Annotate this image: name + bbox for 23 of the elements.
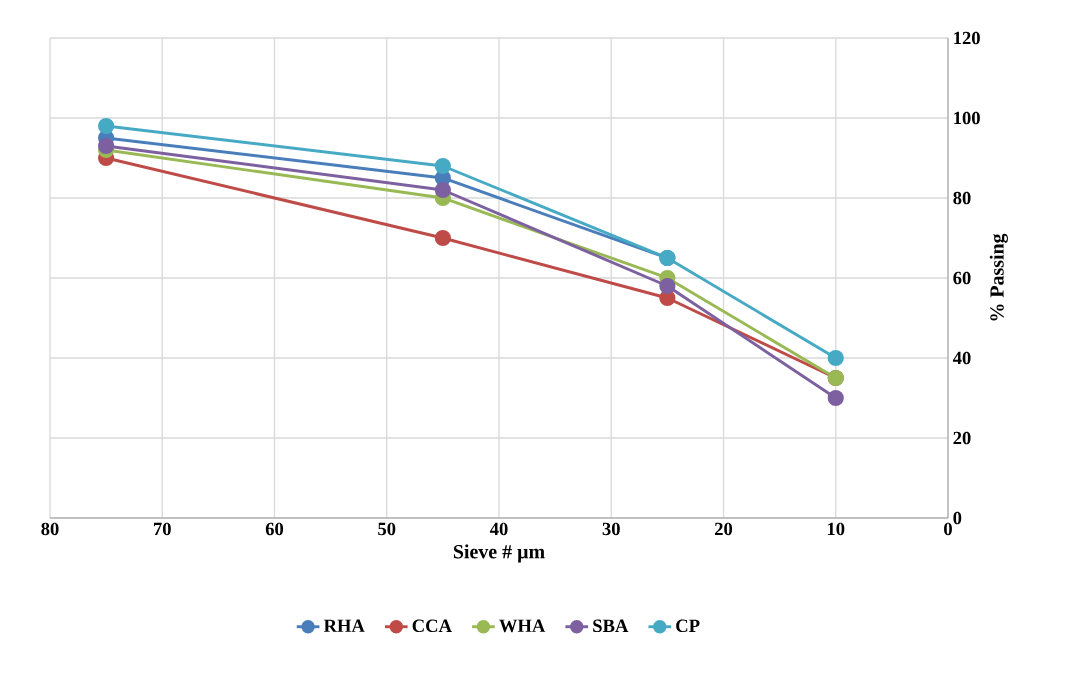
x-tick-label: 60 <box>265 522 284 536</box>
legend-label: CCA <box>412 619 452 633</box>
x-tick-label: 30 <box>602 522 620 536</box>
x-tick-label: 50 <box>378 522 396 536</box>
y-tick-label: 80 <box>953 191 971 205</box>
x-tick-label: 0 <box>944 522 952 536</box>
x-tick-label: 80 <box>41 522 59 536</box>
y-tick-label: 0 <box>953 511 962 525</box>
legend-label: SBA <box>593 619 629 633</box>
legend-label: CP <box>676 619 700 633</box>
y-tick-label: 60 <box>953 271 971 285</box>
x-tick-label: 70 <box>154 522 171 536</box>
x-tick-label: 20 <box>714 522 733 536</box>
y-tick-label: 120 <box>954 31 980 45</box>
legend-label: WHA <box>499 619 546 633</box>
x-tick-label: 40 <box>489 522 508 536</box>
x-tick-label: 10 <box>827 522 845 536</box>
x-axis-title: Sieve # µm <box>453 544 545 563</box>
legend-label: RHA <box>323 619 365 632</box>
y-tick-label: 40 <box>952 351 971 365</box>
y-tick-label: 100 <box>954 111 980 125</box>
y-tick-label: 20 <box>953 431 971 445</box>
y-axis-title: % Passing <box>989 233 1008 321</box>
